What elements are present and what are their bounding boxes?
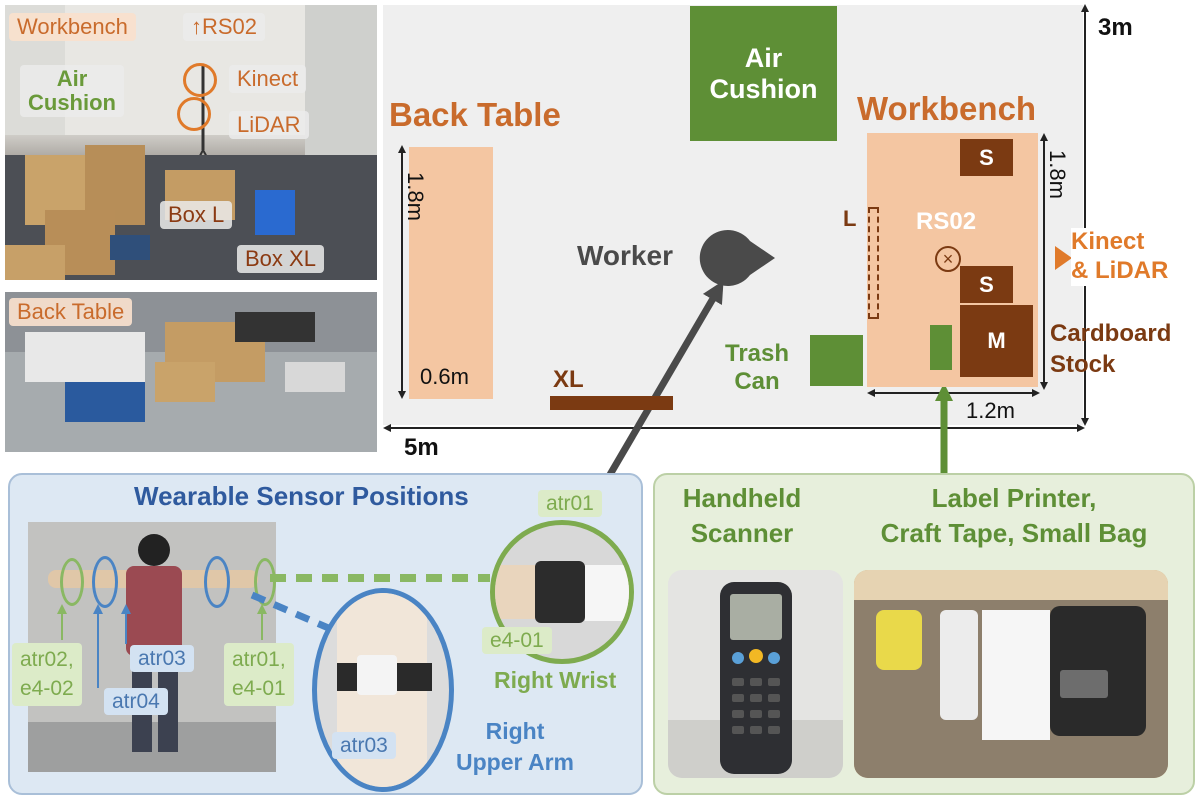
lidar-circle (177, 97, 211, 131)
tag-workbench: Workbench (9, 13, 136, 42)
dim-width-label: 5m (404, 434, 439, 461)
back-table-width-label: 0.6m (420, 364, 469, 389)
kinect-circle (183, 63, 217, 97)
dashed-line-to-upper-arm (250, 591, 342, 637)
tag-atr01-e401: atr01, e4-01 (224, 643, 294, 706)
cardboard-stock-label: Cardboard Stock (1050, 320, 1172, 379)
rs02-marker-icon: × (935, 246, 961, 272)
tag-atr03-zoom: atr03 (332, 732, 396, 760)
tag-e401-wrist: e4-01 (482, 627, 552, 655)
worker-arrow (604, 280, 724, 480)
scanner-photo (668, 570, 843, 778)
upper-arm-zoom (312, 588, 454, 792)
tag-atr02-e402: atr02, e4-02 (12, 643, 82, 706)
workbench-width-label: 1.2m (966, 398, 1015, 423)
air-cushion-rect: Air Cushion (690, 6, 837, 141)
wearable-title: Wearable Sensor Positions (134, 481, 469, 511)
tag-box-l: Box L (160, 201, 233, 230)
kinect-pointer (1055, 246, 1072, 270)
sensor-ring-left-wrist (60, 558, 84, 606)
printer-photo (854, 570, 1168, 778)
worker-shape (699, 230, 775, 287)
right-wrist-label: Right Wrist (494, 667, 617, 693)
sensor-ring-right-arm (204, 556, 230, 608)
green-small-rect (930, 325, 952, 370)
workbench-title: Workbench (857, 90, 1037, 127)
back-table-photo: Back Table (5, 292, 377, 452)
tag-lidar: LiDAR (229, 111, 309, 140)
tag-box-xl: Box XL (237, 245, 324, 274)
trash-can-label: Trash Can (725, 340, 790, 395)
workbench-photo: Workbench ↑RS02 Air Cushion Kinect LiDAR… (5, 5, 377, 280)
sensor-ring-left-arm (92, 556, 118, 608)
box-xl-rect (550, 396, 673, 410)
box-xl-label: XL (553, 366, 584, 393)
box-s-top: S (960, 139, 1013, 176)
scanner-scene (668, 582, 843, 778)
tag-atr04: atr04 (104, 688, 168, 716)
back-table-rect (409, 147, 493, 399)
tag-rs02: ↑RS02 (183, 13, 266, 42)
tag-atr01-wrist: atr01 (538, 490, 602, 518)
tag-air-cushion: Air Cushion (20, 65, 124, 118)
handheld-scanner-label: Handheld Scanner (682, 483, 802, 549)
box-s-bottom: S (960, 266, 1013, 303)
box-l-label: L (843, 206, 857, 231)
wrist-scene (495, 561, 629, 623)
label-printer-label: Label Printer, Craft Tape, Small Bag (880, 483, 1148, 549)
trash-can-rect (810, 335, 863, 386)
right-upper-arm-label: Right Upper Arm (456, 718, 574, 776)
printer-scene (854, 570, 1168, 778)
worker-label: Worker (577, 240, 673, 271)
box-l-outline (868, 207, 879, 319)
back-table-scene (5, 292, 377, 452)
kinect-lidar-label: Kinect & LiDAR (1071, 228, 1187, 286)
tag-atr03: atr03 (130, 645, 194, 673)
dim-height-label: 3m (1098, 14, 1133, 41)
rs02-label: RS02 (916, 208, 977, 235)
back-table-title: Back Table (389, 96, 561, 133)
tag-kinect: Kinect (229, 65, 307, 94)
tag-back-table: Back Table (9, 298, 133, 327)
box-m: M (960, 305, 1033, 377)
